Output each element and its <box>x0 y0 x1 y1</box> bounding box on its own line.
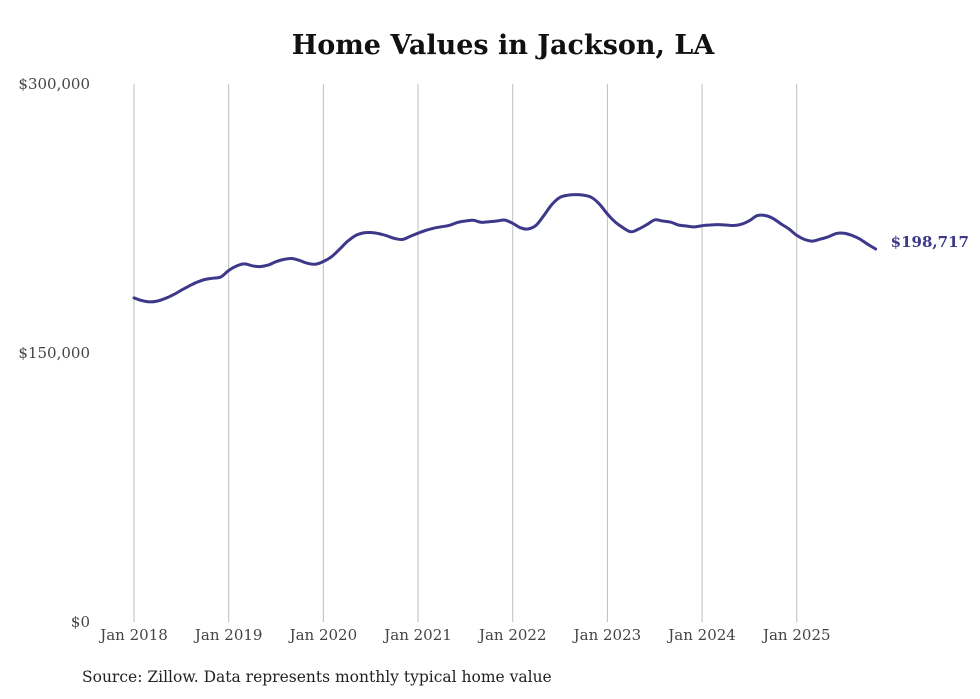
y-tick-label: $300,000 <box>18 75 90 93</box>
x-axis-ticks: Jan 2018 Jan 2019 Jan 2020 Jan 2021 Jan 2022… <box>98 626 830 644</box>
gridlines <box>133 84 798 622</box>
series-line <box>132 193 878 304</box>
x-tick-label: Jan 2021 <box>382 626 452 644</box>
x-tick-label: Jan 2023 <box>572 626 642 644</box>
end-value-label: $198,717 <box>891 233 969 251</box>
y-tick-label: $0 <box>71 613 90 631</box>
x-tick-label: Jan 2024 <box>666 626 736 644</box>
x-tick-label: Jan 2025 <box>761 626 831 644</box>
x-tick-label: Jan 2020 <box>288 626 358 644</box>
chart-title: Home Values in Jackson, LA <box>291 30 715 61</box>
source-note: Source: Zillow. Data represents monthly … <box>82 668 552 686</box>
x-tick-label: Jan 2022 <box>477 626 547 644</box>
x-tick-label: Jan 2018 <box>98 626 168 644</box>
x-tick-label: Jan 2019 <box>193 626 263 644</box>
y-tick-label: $150,000 <box>18 344 90 362</box>
y-axis-ticks: $300,000 $150,000 $0 <box>18 75 90 631</box>
